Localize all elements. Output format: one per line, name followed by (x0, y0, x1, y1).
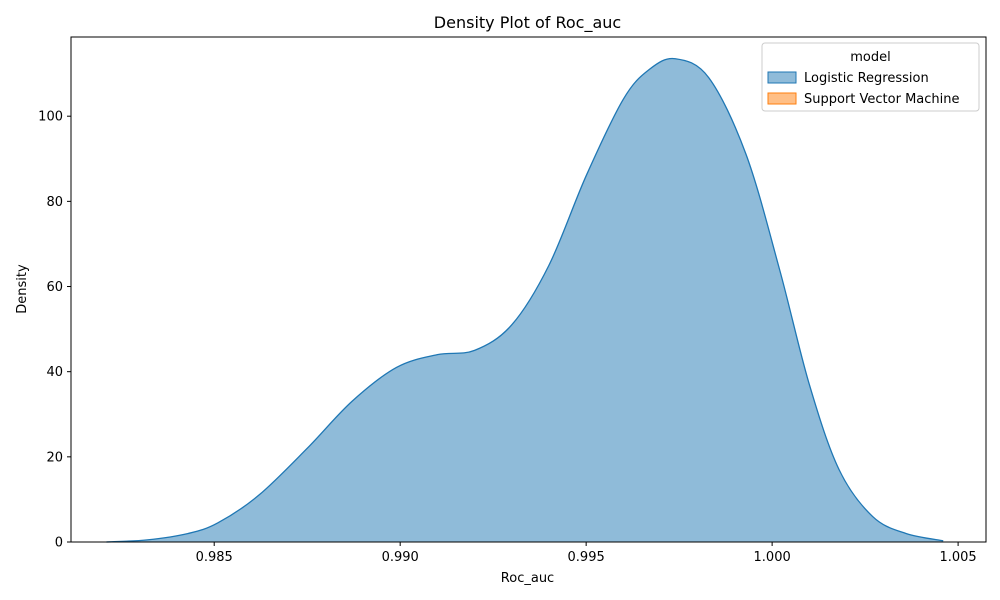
legend-entry-0: Logistic Regression (804, 71, 929, 86)
y-tick-label: 100 (38, 110, 63, 125)
x-tick-label: 0.990 (382, 550, 419, 565)
chart-title: Density Plot of Roc_auc (434, 13, 621, 33)
x-tick-label: 1.000 (754, 550, 791, 565)
axes: 0.985 0.990 0.995 1.000 1.005 0 20 40 60 80 100 (38, 110, 977, 565)
y-tick-label: 80 (46, 195, 63, 210)
y-axis-title: Density (15, 264, 30, 314)
y-tick-label: 40 (46, 365, 63, 380)
legend-swatch-0 (767, 71, 797, 84)
legend-swatch-1 (767, 92, 797, 105)
x-tick-label: 1.005 (939, 550, 976, 565)
legend: model Logistic Regression Support Vector M… (761, 42, 980, 112)
legend-box (761, 42, 980, 112)
series-area-0 (106, 58, 944, 543)
axes-frame (70, 36, 987, 543)
x-tick-label: 0.995 (568, 550, 605, 565)
x-axis-title: Roc_auc (501, 571, 554, 586)
y-tick-label: 0 (55, 536, 63, 551)
legend-entry-1: Support Vector Machine (804, 92, 960, 107)
legend-title: model (850, 50, 890, 65)
x-tick-label: 0.985 (196, 550, 233, 565)
series-line-0 (106, 57, 944, 543)
y-tick-label: 60 (46, 280, 63, 295)
plot-area (106, 57, 944, 543)
y-tick-label: 20 (46, 450, 63, 465)
